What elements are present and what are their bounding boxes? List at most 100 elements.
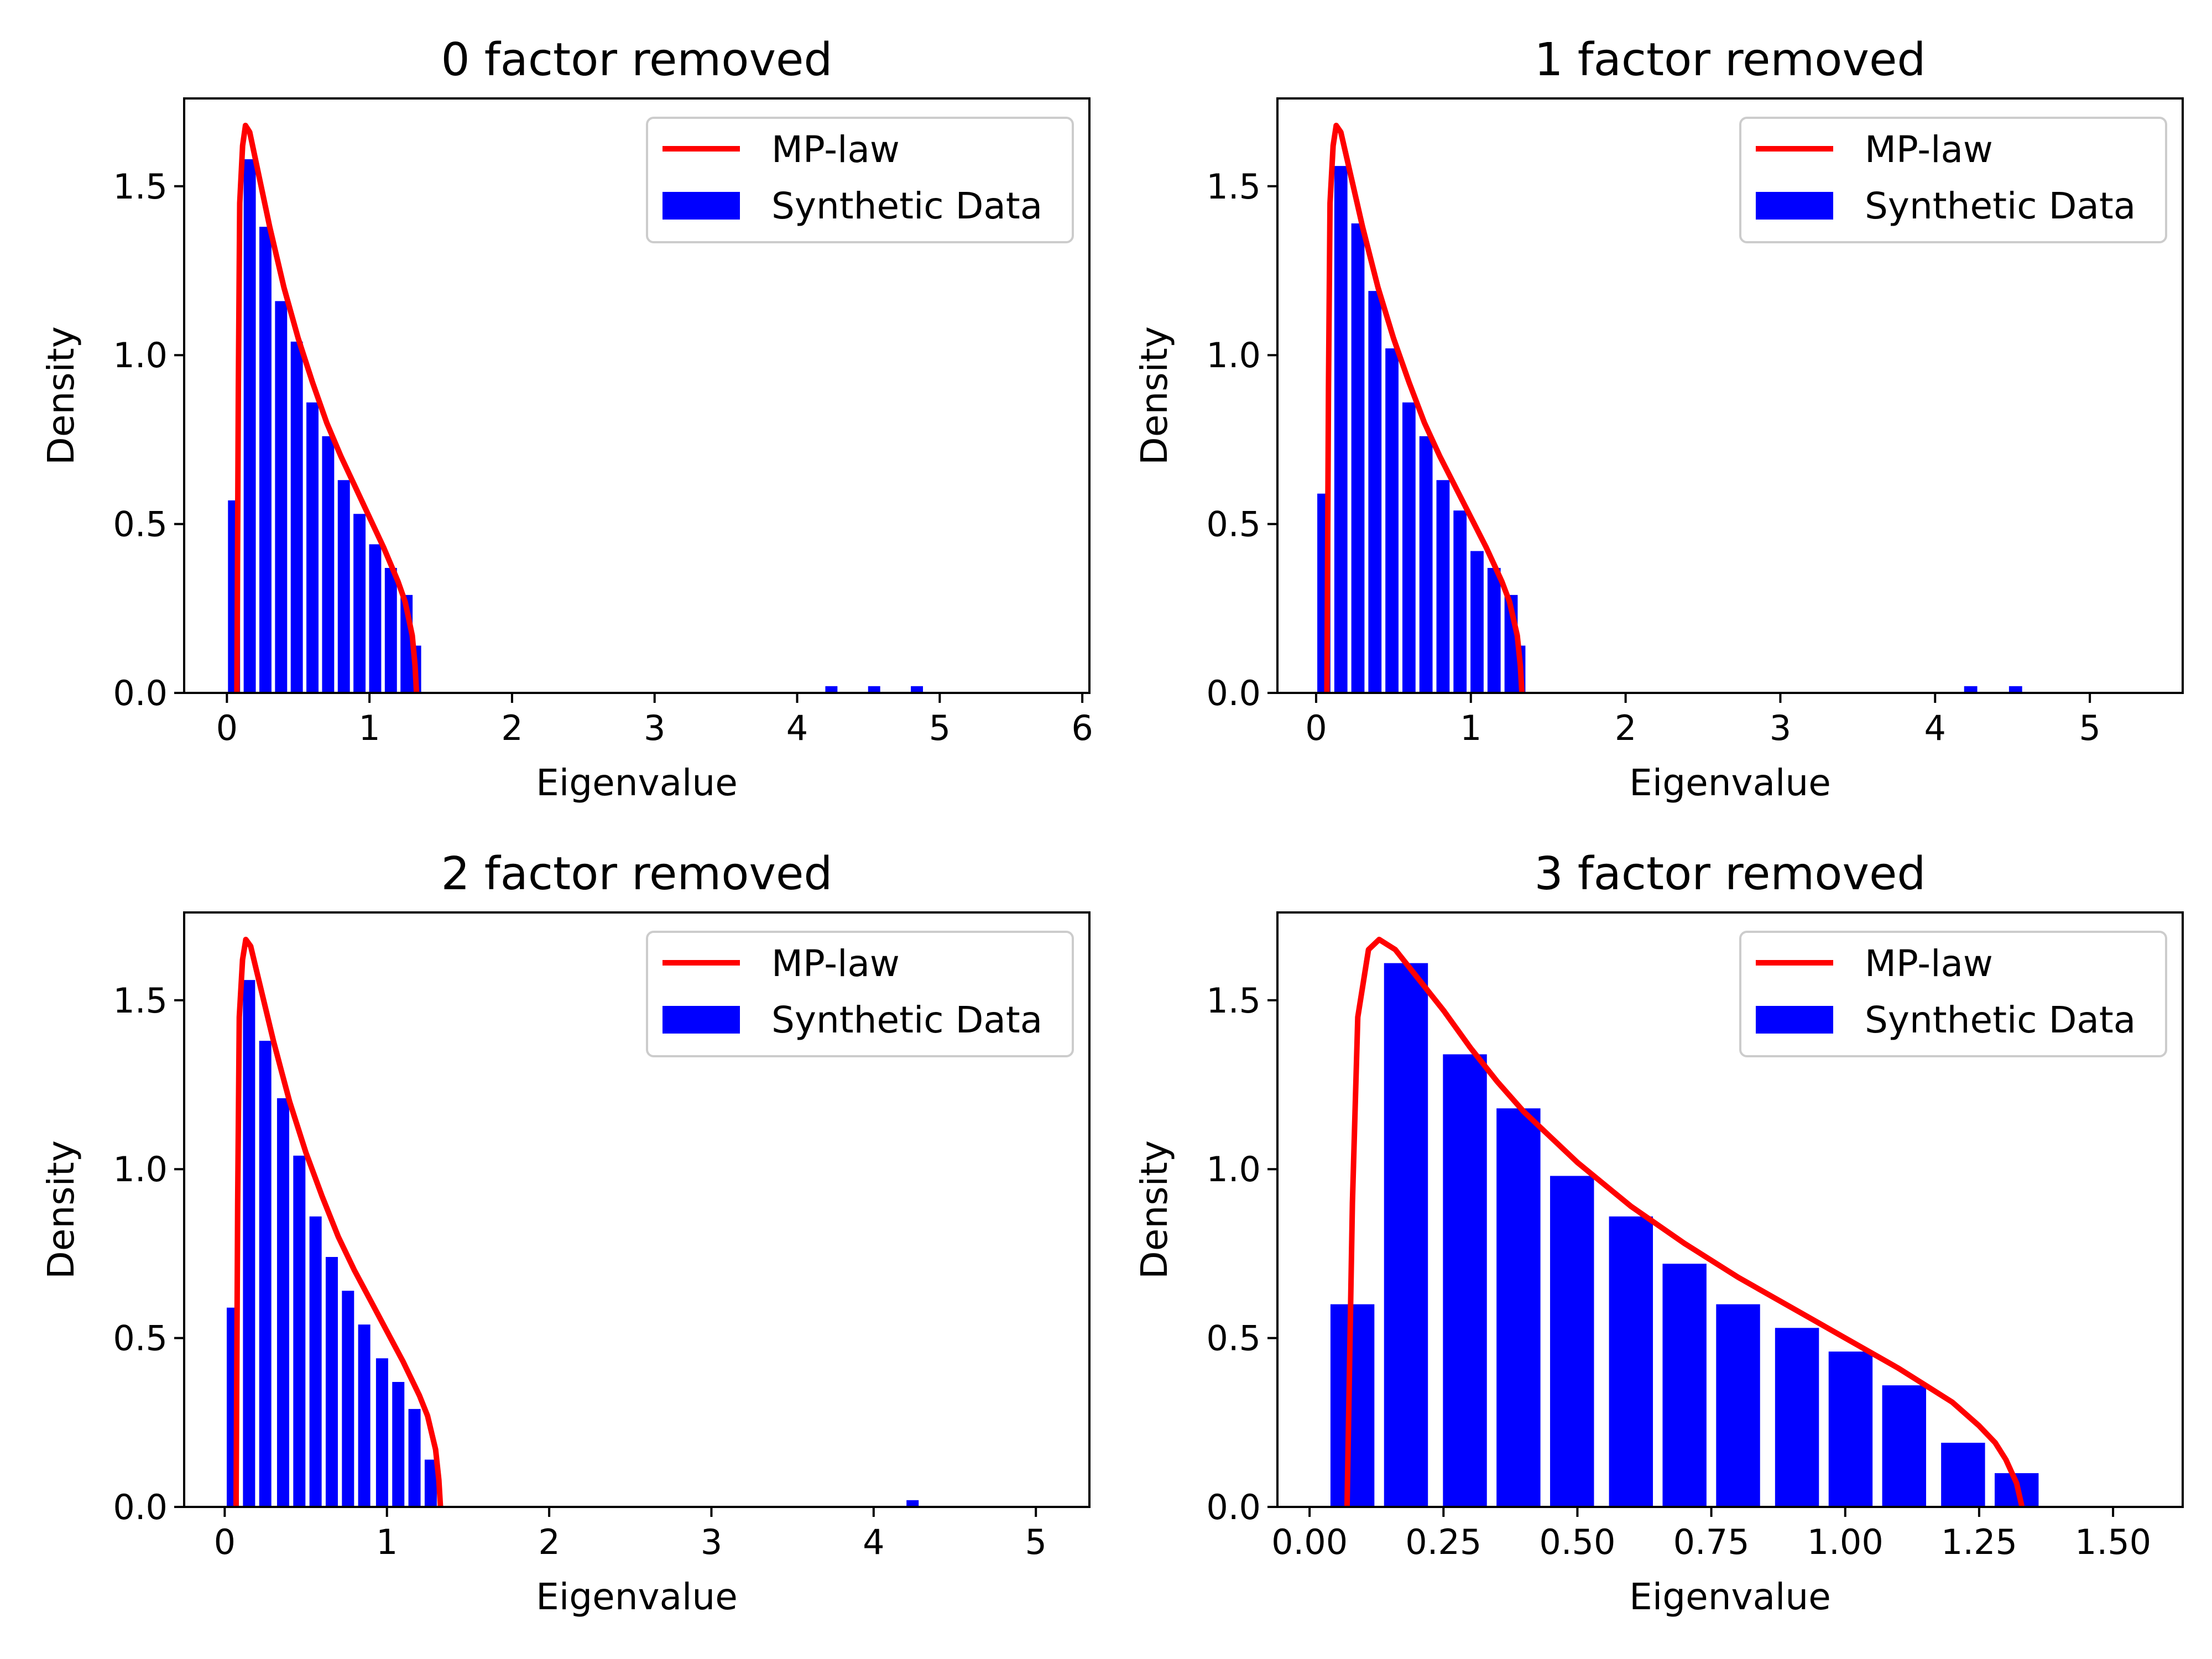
chart-panel-0: 0 1 2 3 4 5 6 0.0 0.5 1.0 1.5 0 factor removed Eigen…: [40, 34, 1093, 804]
x-tick-label: 0.25: [1405, 1522, 1481, 1562]
histogram-bar: [369, 544, 382, 693]
y-tick-label: 1.0: [113, 1149, 168, 1190]
legend-label-synthetic-data: Synthetic Data: [1865, 185, 2136, 227]
histogram-bar: [1496, 1108, 1541, 1507]
x-tick-label: 3: [701, 1522, 722, 1562]
y-tick-label: 0.0: [1206, 673, 1261, 713]
histogram-bar: [1402, 402, 1416, 693]
histogram-bar: [1453, 510, 1467, 693]
x-tick-label: 1: [358, 708, 380, 748]
x-tick-label: 1.25: [1941, 1522, 2017, 1562]
histogram-bar: [1368, 291, 1382, 693]
legend-box: [646, 117, 1074, 243]
y-tick-label: 0.5: [1206, 1318, 1261, 1359]
histogram-bar: [276, 1098, 289, 1507]
x-tick-label: 4: [786, 708, 808, 748]
mp-law-line: [1324, 122, 1525, 693]
x-tick-label: 4: [1924, 708, 1946, 748]
histogram-bar: [1385, 348, 1399, 693]
x-tick-label: 5: [1025, 1522, 1046, 1562]
histogram-bar: [353, 514, 366, 693]
legend-label-synthetic-data: Synthetic Data: [771, 999, 1042, 1041]
x-axis-label: Eigenvalue: [1629, 761, 1831, 804]
histogram-bar: [358, 1324, 371, 1507]
histogram-bar: [259, 1041, 272, 1507]
histogram-bar: [275, 301, 288, 693]
histogram-bar: [322, 436, 335, 693]
x-tick-label: 0: [1305, 708, 1327, 748]
y-tick-label: 0.5: [113, 1318, 168, 1359]
legend-label-mp-law: MP-law: [771, 942, 900, 985]
x-tick-label: 2: [501, 708, 523, 748]
y-axis-label: Density: [40, 326, 82, 465]
bar-series: [228, 159, 924, 693]
histogram-bar: [1941, 1442, 1985, 1507]
histogram-bar: [243, 980, 255, 1507]
y-axis-label: Density: [40, 1140, 82, 1279]
chart-title: 3 factor removed: [1535, 848, 1926, 900]
legend-box: [646, 931, 1074, 1057]
x-axis-label: Eigenvalue: [536, 761, 738, 804]
histogram-bar: [911, 686, 924, 693]
y-tick-label: 1.5: [1206, 166, 1261, 207]
histogram-bar: [1351, 223, 1365, 693]
histogram-bar: [325, 1257, 338, 1507]
histogram-bar: [1384, 963, 1428, 1507]
y-axis-label: Density: [1133, 326, 1176, 465]
histogram-bar: [290, 341, 303, 693]
legend-box: [1739, 931, 2167, 1057]
legend-label-mp-law: MP-law: [1865, 128, 1993, 171]
chart-panel-3: 0.00 0.25 0.50 0.75 1.00 1.25 1.50 0.0 0.5 1.0 1.5…: [1133, 848, 2184, 1618]
histogram-bar: [342, 1291, 354, 1507]
y-tick-label: 1.5: [113, 166, 168, 207]
mp-law-line: [234, 122, 420, 693]
y-tick-label: 0.0: [113, 1487, 168, 1527]
histogram-bar: [1662, 1264, 1707, 1507]
histogram-bar: [1443, 1054, 1487, 1507]
x-tick-label: 5: [2079, 708, 2100, 748]
bar-series: [1330, 963, 2039, 1507]
legend: MP-law Synthetic Data: [1739, 931, 2167, 1057]
x-tick-label: 5: [929, 708, 951, 748]
axes-frame: [1276, 97, 2184, 694]
x-tick-label: 3: [644, 708, 665, 748]
x-tick-label: 1.50: [2075, 1522, 2151, 1562]
histogram-bar: [906, 1500, 919, 1507]
x-tick-label: 2: [538, 1522, 560, 1562]
histogram-bar: [424, 1459, 437, 1507]
x-tick-label: 3: [1770, 708, 1791, 748]
histogram-bar: [1487, 568, 1501, 693]
chart-panel-2: 0 1 2 3 4 5 0.0 0.5 1.0 1.5 2 factor removed Eigenv…: [40, 848, 1091, 1618]
x-tick-label: 0: [216, 708, 238, 748]
x-tick-label: 0: [214, 1522, 236, 1562]
x-tick-label: 0.00: [1271, 1522, 1348, 1562]
x-tick-label: 6: [1071, 708, 1093, 748]
legend-label-synthetic-data: Synthetic Data: [771, 185, 1042, 227]
x-axis-label: Eigenvalue: [536, 1575, 738, 1618]
histogram-bar: [1609, 1216, 1653, 1507]
y-tick-label: 0.0: [113, 673, 168, 713]
x-tick-label: 1.00: [1807, 1522, 1884, 1562]
legend-label-mp-law: MP-law: [771, 128, 900, 171]
histogram-bar: [1470, 551, 1484, 693]
histogram-bar: [337, 480, 350, 693]
legend-label-mp-law: MP-law: [1865, 942, 1993, 985]
legend-bar-swatch: [662, 192, 740, 220]
bar-series: [227, 980, 919, 1507]
histogram-bar: [1964, 686, 1978, 693]
chart-title: 2 factor removed: [441, 848, 833, 900]
x-tick-label: 0.50: [1539, 1522, 1615, 1562]
y-axis-label: Density: [1133, 1140, 1176, 1279]
chart-title: 1 factor removed: [1535, 34, 1926, 86]
histogram-bar: [309, 1216, 322, 1507]
histogram-bar: [392, 1382, 405, 1507]
x-tick-label: 2: [1615, 708, 1636, 748]
legend-label-synthetic-data: Synthetic Data: [1865, 999, 2136, 1041]
chart-panel-1: 0 1 2 3 4 5 0.0 0.5 1.0 1.5 1 factor removed Eigenv…: [1133, 34, 2184, 804]
histogram-bar: [293, 1155, 306, 1507]
legend-bar-swatch: [1756, 192, 1833, 220]
axes-frame: [183, 97, 1091, 694]
histogram-bar: [868, 686, 880, 693]
x-tick-label: 1: [376, 1522, 398, 1562]
